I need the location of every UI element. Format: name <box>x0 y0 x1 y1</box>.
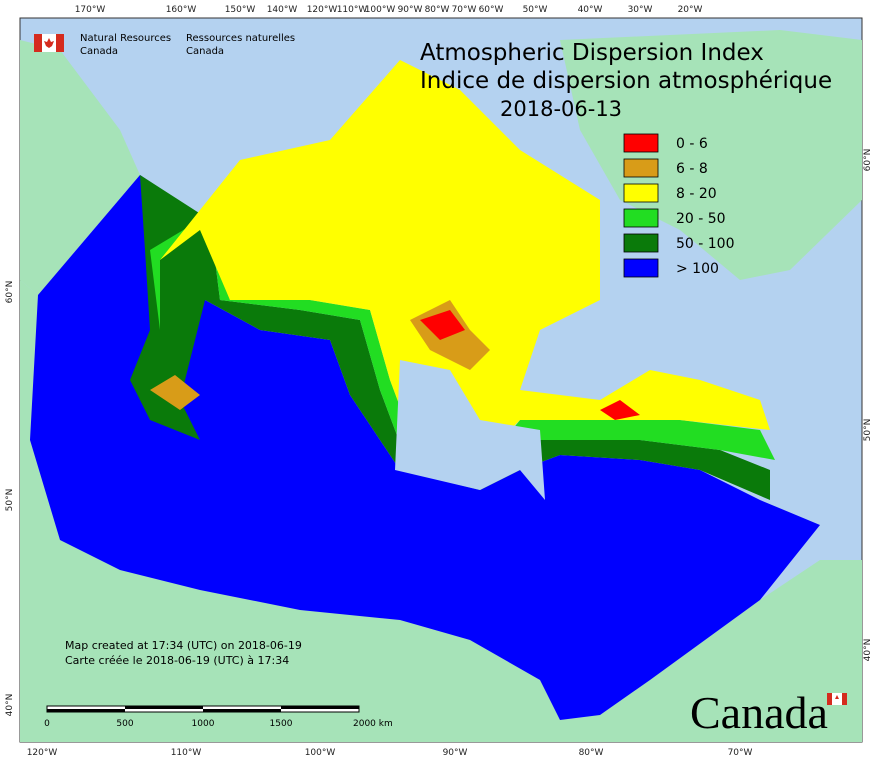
nrcan-signature: Natural Resources Canada Ressources natu… <box>34 33 295 57</box>
legend-swatch <box>623 133 659 153</box>
index-0-6 <box>600 400 640 420</box>
latitude-label: 60°N <box>5 281 15 304</box>
longitude-label: 100°W <box>305 748 336 758</box>
scale-seg <box>47 709 125 712</box>
latitude-label: 60°N <box>863 149 873 172</box>
alaska-land <box>20 40 140 295</box>
longitude-label: 40°W <box>578 5 603 15</box>
flag-bar <box>827 693 832 705</box>
flag-bar <box>34 34 42 52</box>
scale-seg <box>125 706 203 709</box>
flag-bar <box>842 693 847 705</box>
longitude-label: 80°W <box>425 5 450 15</box>
longitude-label: 100°W <box>365 5 396 15</box>
hudson-bay <box>395 360 545 500</box>
index-8-20 <box>160 60 770 460</box>
longitude-label: 170°W <box>75 5 106 15</box>
scale-bar: 0 500 1000 1500 2000 km <box>44 705 393 729</box>
longitude-label: 30°W <box>628 5 653 15</box>
index-0-6 <box>420 310 465 340</box>
wordmark-flag <box>827 693 847 705</box>
legend-label: 20 - 50 <box>676 211 726 227</box>
map-frame <box>19 17 863 743</box>
legend-label: > 100 <box>676 261 719 277</box>
legend: 0 - 6 6 - 8 8 - 20 20 - 50 50 - 100 > 100 <box>623 133 735 278</box>
longitude-label: 20°W <box>678 5 703 15</box>
legend-swatch <box>623 158 659 178</box>
title: Atmospheric Dispersion Index <box>420 40 764 66</box>
scale-label: 1000 <box>192 719 215 729</box>
latitude-label: 40°N <box>5 694 15 717</box>
scale-label: 0 <box>44 719 50 729</box>
longitude-label: 70°W <box>452 5 477 15</box>
scale-label: 1500 <box>270 719 293 729</box>
note: Carte créée le 2018-06-19 (UTC) à 17:34 <box>65 654 289 667</box>
latitude-label: 50°N <box>863 419 873 442</box>
longitude-label: 140°W <box>267 5 298 15</box>
longitude-label: 60°W <box>479 5 504 15</box>
longitude-label: 110°W <box>337 5 368 15</box>
agency-fr: Canada <box>186 46 224 57</box>
longitude-label: 110°W <box>171 748 202 758</box>
legend-swatch <box>623 183 659 203</box>
agency-en: Natural Resources <box>80 33 171 44</box>
flag-leaf <box>835 695 839 699</box>
scale-seg <box>203 709 281 712</box>
flag-bar <box>56 34 64 52</box>
legend-label: 0 - 6 <box>676 136 708 152</box>
note: Map created at 17:34 (UTC) on 2018-06-19 <box>65 639 302 652</box>
scale-seg <box>281 706 359 709</box>
latitude-label: 50°N <box>5 489 15 512</box>
map-date: 2018-06-13 <box>500 97 622 121</box>
longitude-label: 160°W <box>166 5 197 15</box>
scale-label: 500 <box>116 719 133 729</box>
usa-land <box>20 280 862 742</box>
latitude-label: 40°N <box>863 639 873 662</box>
agency-fr: Ressources naturelles <box>186 33 295 44</box>
agency-en: Canada <box>80 46 118 57</box>
scale-label: 2000 km <box>353 719 393 729</box>
longitude-label: 70°W <box>728 748 753 758</box>
wordmark: Canada <box>690 687 828 738</box>
index-gt100 <box>30 175 820 720</box>
longitude-label: 150°W <box>225 5 256 15</box>
longitude-label: 50°W <box>523 5 548 15</box>
flag-leaf <box>44 38 54 48</box>
index-6-8 <box>150 375 200 410</box>
legend-swatch <box>623 233 659 253</box>
longitude-label: 80°W <box>579 748 604 758</box>
longitude-label: 120°W <box>27 748 58 758</box>
legend-swatch <box>623 258 659 278</box>
greenland <box>560 30 862 280</box>
legend-label: 6 - 8 <box>676 161 708 177</box>
longitude-label: 90°W <box>443 748 468 758</box>
legend-swatch <box>623 208 659 228</box>
longitude-label: 90°W <box>398 5 423 15</box>
title: Indice de dispersion atmosphérique <box>420 68 832 94</box>
legend-label: 50 - 100 <box>676 236 735 252</box>
longitude-label: 120°W <box>307 5 338 15</box>
index-50-100 <box>130 175 770 500</box>
legend-label: 8 - 20 <box>676 186 717 202</box>
